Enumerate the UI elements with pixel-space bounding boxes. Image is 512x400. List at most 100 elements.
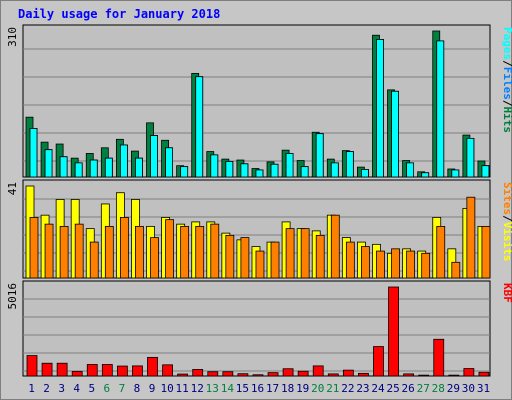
bar-kbytes: [403, 373, 415, 377]
bar-pages: [195, 76, 204, 178]
bar-pages: [330, 162, 339, 178]
plot-panel-bottom: [22, 280, 491, 377]
bar-pages: [300, 166, 309, 178]
bar-sites: [150, 237, 159, 279]
x-tick-label: 28: [432, 382, 445, 395]
bar-kbytes: [71, 370, 83, 377]
x-tick-label: 5: [88, 382, 95, 395]
bar-sites: [285, 228, 295, 279]
bar-kbytes: [101, 364, 113, 377]
bar-sites: [255, 250, 265, 279]
bar-sites: [406, 250, 416, 279]
x-tick-label: 1: [28, 382, 35, 395]
y-max-label: 310: [6, 27, 19, 47]
bar-kbytes: [282, 368, 294, 377]
bar-pages: [44, 149, 53, 178]
bar-kbytes: [297, 370, 309, 377]
bar-kbytes: [116, 365, 128, 377]
bar-kbytes: [192, 369, 204, 377]
x-tick-label: 14: [221, 382, 235, 395]
legend-segment: KB: [501, 283, 512, 297]
bar-kbytes: [252, 374, 264, 377]
x-tick-label: 8: [134, 382, 141, 395]
legend-segment: Hits: [501, 107, 512, 134]
x-tick-label: 13: [206, 382, 219, 395]
x-tick-label: 15: [236, 382, 249, 395]
bar-pages: [406, 162, 415, 178]
legend-label-top: Pages/Files/Hits: [501, 27, 512, 133]
x-tick-label: 9: [149, 382, 156, 395]
bar-pages: [255, 169, 264, 178]
bar-pages: [74, 162, 83, 178]
bar-sites: [195, 225, 205, 279]
bar-kbytes: [162, 364, 173, 377]
legend-segment: /: [501, 215, 512, 222]
bar-kbytes: [342, 369, 354, 377]
bar-sites: [451, 261, 461, 279]
bar-sites: [466, 196, 476, 279]
bar-sites: [270, 241, 280, 279]
x-tick-label: 26: [402, 382, 415, 395]
x-tick-label: 3: [58, 382, 65, 395]
bar-pages: [421, 172, 430, 178]
bar-kbytes: [207, 371, 219, 377]
x-tick-label: 21: [326, 382, 339, 395]
bar-sites: [361, 246, 370, 279]
bar-sites: [345, 241, 355, 279]
bar-sites: [330, 214, 340, 279]
bar-sites: [59, 225, 69, 279]
bar-sites: [74, 223, 84, 279]
bar-pages: [481, 165, 490, 178]
bar-pages: [180, 166, 189, 178]
bar-sites: [315, 234, 325, 279]
bar-sites: [89, 241, 99, 279]
bar-kbytes: [478, 371, 490, 377]
bar-kbytes: [132, 365, 143, 377]
x-tick-label: 29: [447, 382, 460, 395]
bar-sites: [119, 217, 129, 279]
bar-sites: [225, 234, 235, 279]
x-tick-label: 10: [160, 382, 173, 395]
bar-sites: [165, 219, 174, 279]
x-tick-label: 27: [417, 382, 430, 395]
bar-kbytes: [56, 362, 68, 377]
x-tick-label: 16: [251, 382, 264, 395]
bar-sites: [391, 248, 400, 279]
bar-kbytes: [433, 338, 445, 377]
bar-pages: [451, 169, 460, 178]
bar-sites: [180, 225, 190, 279]
bar-kbytes: [237, 373, 249, 377]
legend-segment: Sites: [501, 182, 512, 215]
bar-sites: [210, 223, 220, 279]
bar-sites: [481, 225, 491, 279]
chart-title: Daily usage for January 2018: [18, 7, 221, 21]
bar-pages: [315, 133, 324, 178]
bar-pages: [391, 90, 399, 178]
x-tick-label: 30: [462, 382, 475, 395]
bar-pages: [361, 169, 369, 178]
legend-segment: F: [501, 296, 512, 303]
bar-kbytes: [388, 286, 399, 377]
x-tick-label: 23: [356, 382, 369, 395]
bar-kbytes: [373, 346, 384, 377]
x-tick-label: 31: [477, 382, 490, 395]
x-tick-label: 20: [311, 382, 324, 395]
x-tick-label: 22: [341, 382, 354, 395]
legend-label-middle: Sites/Visits: [501, 182, 512, 262]
y-max-label: 41: [6, 182, 19, 195]
legend-segment: /: [501, 100, 512, 107]
bar-kbytes: [222, 371, 234, 377]
bar-pages: [150, 135, 158, 178]
x-tick-label: 24: [371, 382, 385, 395]
bar-pages: [135, 157, 143, 178]
x-tick-label: 6: [104, 382, 111, 395]
x-tick-label: 18: [281, 382, 294, 395]
bar-kbytes: [267, 372, 279, 377]
x-tick-label: 4: [73, 382, 80, 395]
bar-kbytes: [86, 364, 98, 377]
bar-sites: [44, 223, 54, 279]
bar-sites: [240, 237, 250, 279]
bar-pages: [345, 151, 354, 178]
bar-pages: [119, 144, 128, 178]
